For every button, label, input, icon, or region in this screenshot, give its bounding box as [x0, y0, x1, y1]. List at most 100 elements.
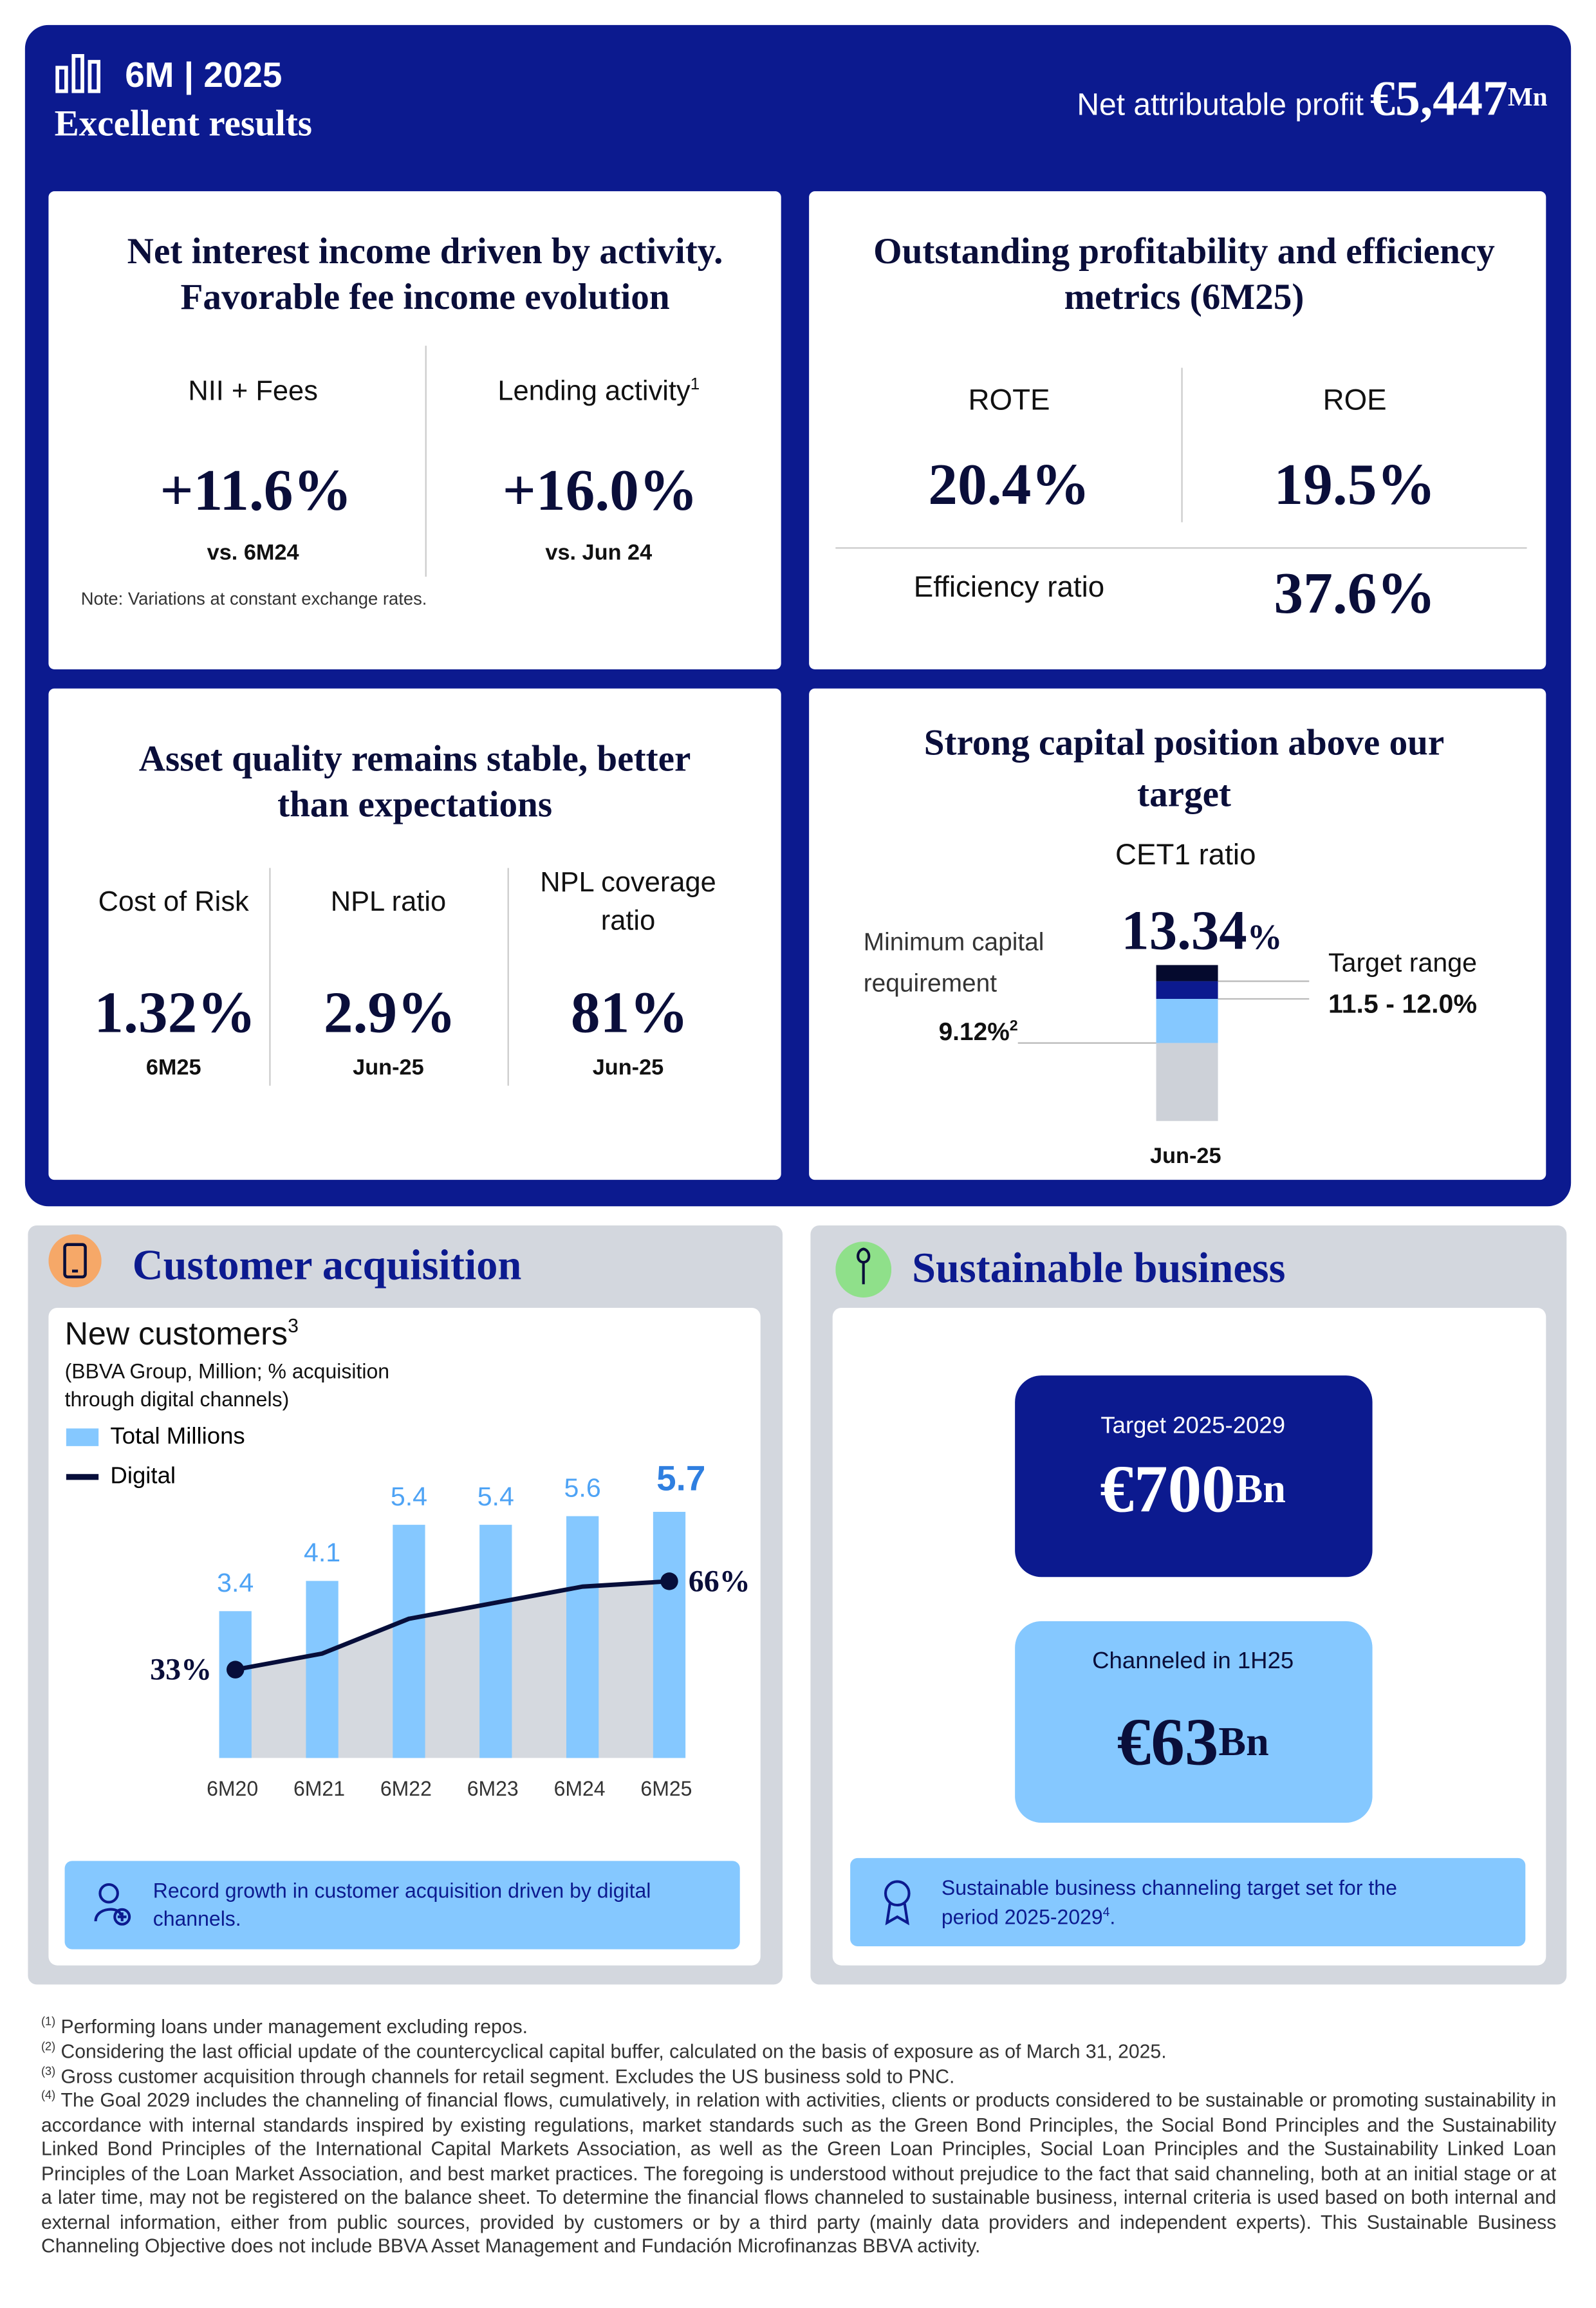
profitability-card: [809, 191, 1546, 669]
minimum-label: requirement: [863, 969, 998, 998]
footnote-text: Gross customer acquisition through chann…: [60, 2065, 955, 2088]
logo-icon: [55, 53, 100, 93]
bar-segment: [1156, 998, 1218, 1043]
bar-segment: [1156, 965, 1218, 982]
bar-value-label: 5.4: [478, 1482, 514, 1511]
footnote-text: Performing loans under management exclud…: [60, 2015, 528, 2038]
line-value-label: 33%: [150, 1653, 212, 1687]
channeled-label: Channeled in 1H25: [1092, 1649, 1294, 1675]
digital-point: [660, 1572, 678, 1590]
bar: [393, 1525, 425, 1758]
line-value-label: 66%: [689, 1564, 750, 1598]
cet1-period: Jun-25: [1150, 1144, 1221, 1169]
minimum-label: Minimum capital: [863, 928, 1044, 956]
chart-subtitle: (BBVA Group, Million; % acquisition: [64, 1359, 390, 1383]
target-value: €700Bn: [1100, 1450, 1286, 1528]
footnote-marker: (3): [41, 2065, 56, 2078]
metric-period: Jun-25: [592, 1055, 664, 1081]
value-unit: %: [1247, 919, 1283, 958]
target-label: Target 2025-2029: [1100, 1413, 1286, 1439]
bar-value-label: 5.4: [391, 1482, 427, 1511]
card-title: Favorable fee income evolution: [180, 277, 670, 318]
divider: [425, 346, 427, 577]
cet1-value: 13.34%: [1121, 899, 1282, 964]
x-tick-label: 6M24: [554, 1777, 606, 1800]
x-tick-label: 6M23: [467, 1777, 519, 1800]
bar-segment: [1156, 1043, 1218, 1121]
target-box: [1015, 1375, 1373, 1577]
metric-value: 1.32%: [94, 979, 256, 1045]
x-tick-label: 6M22: [380, 1777, 432, 1800]
profit: Net attributable profit €5,447Mn: [1077, 72, 1547, 128]
legend-swatch: [66, 1428, 99, 1446]
x-tick-label: 6M20: [207, 1777, 258, 1800]
note: Note: Variations at constant exchange ra…: [80, 588, 427, 610]
metric-value: 81%: [570, 979, 689, 1045]
leaf-icon: [835, 1242, 892, 1298]
bar-value-label: 5.6: [564, 1473, 601, 1502]
divider: [507, 868, 509, 1086]
bar-value-label: 3.4: [217, 1568, 254, 1597]
value-text: 9.12%: [938, 1018, 1010, 1047]
period: 6M | 2025: [125, 55, 283, 96]
card-title: Outstanding profitability and efficiency: [873, 232, 1495, 272]
footnote-ref: 2: [1009, 1018, 1018, 1035]
target-label: Target range: [1328, 948, 1478, 978]
subtitle: Excellent results: [54, 104, 313, 144]
callout-text: channels.: [153, 1906, 241, 1930]
card-title: target: [1137, 775, 1231, 815]
phone-icon: [48, 1234, 102, 1287]
callout-text: Sustainable business channeling target s…: [941, 1875, 1397, 1899]
income-card: [48, 191, 781, 669]
profit-value: €5,447: [1370, 71, 1508, 127]
text: period 2025-2029: [941, 1904, 1103, 1929]
metric-period: 6M25: [145, 1055, 201, 1081]
callout: [64, 1861, 740, 1950]
legend-label: Total Millions: [110, 1422, 245, 1449]
metric-value: 19.5%: [1274, 451, 1436, 517]
footnote: (2) Considering the last official update…: [41, 2040, 1556, 2065]
metric-period: Jun-25: [353, 1055, 424, 1081]
metric-period: vs. Jun 24: [545, 540, 653, 566]
label-text: Lending activity: [497, 377, 691, 408]
card-title: Asset quality remains stable, better: [138, 740, 691, 780]
footnote-marker: (2): [41, 2040, 56, 2053]
cet1-label: CET1 ratio: [1115, 839, 1256, 872]
metric-label: NII + Fees: [188, 377, 318, 408]
section-heading: Sustainable business: [912, 1245, 1286, 1292]
footnote-marker: (4): [41, 2088, 56, 2102]
metric-label: Efficiency ratio: [913, 571, 1105, 604]
award-icon: [884, 1880, 911, 1926]
divider: [269, 868, 271, 1086]
channeled-value: €63Bn: [1117, 1703, 1269, 1781]
metric-label: ratio: [600, 906, 656, 937]
callout-text: Record growth in customer acquisition dr…: [153, 1878, 651, 1903]
asset-quality-card: [48, 688, 781, 1180]
bar-segment: [1156, 981, 1218, 999]
footnote-ref: 3: [288, 1314, 299, 1337]
footnote-ref: 4: [1102, 1904, 1110, 1919]
bar: [566, 1516, 599, 1758]
metric-label: NPL ratio: [330, 887, 447, 918]
bar: [219, 1611, 252, 1758]
metric-period: vs. 6M24: [207, 540, 299, 566]
bar-value-label: 4.1: [304, 1538, 340, 1567]
bar: [653, 1511, 686, 1758]
metric-value: 37.6%: [1274, 559, 1436, 626]
divider: [1181, 368, 1183, 523]
bar: [306, 1581, 339, 1758]
metric-label: Cost of Risk: [98, 887, 249, 918]
metric-label: NPL coverage: [540, 868, 716, 899]
chart: Total Millions Digital 3.4 4.1 5.4 5.4 5.6 5.7 3…: [66, 1422, 750, 1800]
footnote-ref: 1: [690, 376, 700, 394]
customer-icon: [94, 1883, 131, 1926]
metric-value: 2.9%: [323, 979, 456, 1045]
value-text: €63: [1117, 1704, 1219, 1780]
profit-label: Net attributable profit: [1077, 88, 1364, 122]
text: .: [1109, 1904, 1116, 1929]
value-unit: Bn: [1218, 1720, 1269, 1766]
metric-label: ROE: [1322, 384, 1387, 417]
digital-point: [226, 1661, 245, 1679]
